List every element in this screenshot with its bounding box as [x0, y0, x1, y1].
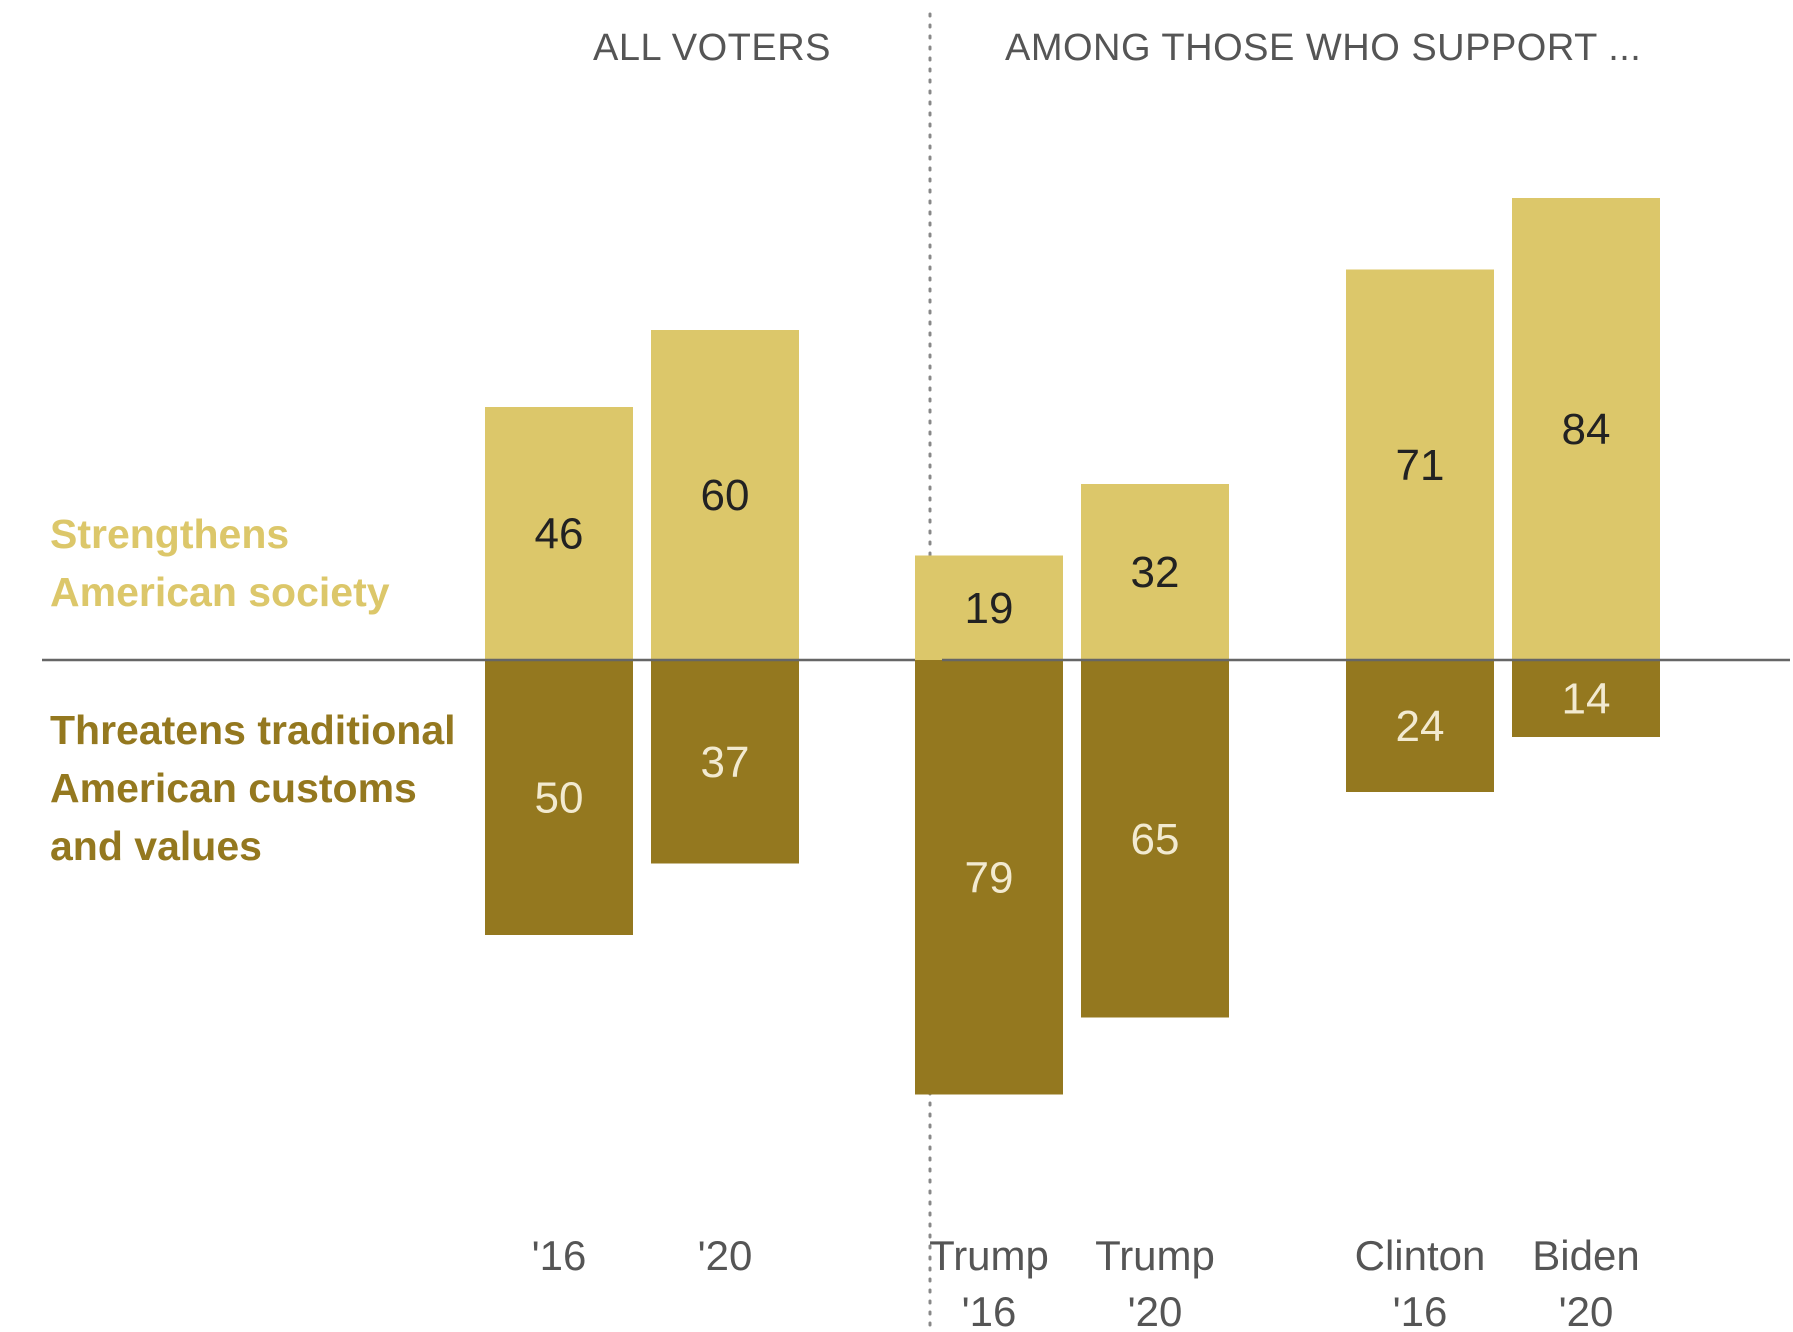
data-label-threatens-1-3: 14 [1562, 675, 1611, 724]
bar-threatens-1-2 [1346, 660, 1494, 792]
legend-label-strengthens-0: Strengthens [50, 511, 289, 557]
data-label-threatens-1-1: 65 [1131, 815, 1180, 864]
bar-threatens-1-1 [1081, 660, 1229, 1018]
panel-header-1: AMONG THOSE WHO SUPPORT ... [1005, 27, 1641, 69]
tick-label-1-0-1: '16 [962, 1288, 1017, 1327]
data-label-strengthens-1-2: 71 [1396, 441, 1445, 490]
tick-label-1-1-1: '20 [1128, 1288, 1183, 1327]
bar-strengthens-1-1 [1081, 484, 1229, 660]
data-label-threatens-1-0: 79 [965, 853, 1014, 902]
tick-label-0-0-0: '16 [532, 1232, 587, 1279]
bar-threatens-0-1 [651, 660, 799, 864]
data-label-threatens-0-0: 50 [535, 774, 584, 823]
data-label-strengthens-1-1: 32 [1131, 548, 1180, 597]
legend-label-strengthens-1: American society [50, 569, 390, 615]
legend-label-threatens-2: and values [50, 823, 262, 869]
data-label-strengthens-1-3: 84 [1562, 405, 1611, 454]
panel-header-0: ALL VOTERS [593, 27, 831, 69]
bar-strengthens-1-2 [1346, 269, 1494, 660]
data-label-strengthens-0-0: 46 [535, 510, 584, 559]
bar-strengthens-1-0 [915, 555, 1063, 660]
tick-label-0-1-0: '20 [698, 1232, 753, 1279]
bar-strengthens-0-0 [485, 407, 633, 660]
tick-label-1-3-0: Biden [1532, 1232, 1639, 1279]
tick-label-1-0-0: Trump [929, 1232, 1049, 1279]
data-label-strengthens-0-1: 60 [701, 471, 750, 520]
legend-label-threatens-0: Threatens traditional [50, 707, 456, 753]
data-label-threatens-0-1: 37 [701, 738, 750, 787]
tick-label-1-2-0: Clinton [1355, 1232, 1486, 1279]
tick-label-1-2-1: '16 [1393, 1288, 1448, 1327]
bar-threatens-1-0 [915, 660, 1063, 1095]
bar-threatens-0-0 [485, 660, 633, 935]
data-label-threatens-1-2: 24 [1396, 702, 1445, 751]
tick-label-1-3-1: '20 [1559, 1288, 1614, 1327]
bar-strengthens-1-3 [1512, 198, 1660, 660]
data-label-strengthens-1-0: 19 [965, 584, 1014, 633]
legend-label-threatens-1: American customs [50, 765, 417, 811]
bar-threatens-1-3 [1512, 660, 1660, 737]
tick-label-1-1-0: Trump [1095, 1232, 1215, 1279]
bar-strengthens-0-1 [651, 330, 799, 660]
